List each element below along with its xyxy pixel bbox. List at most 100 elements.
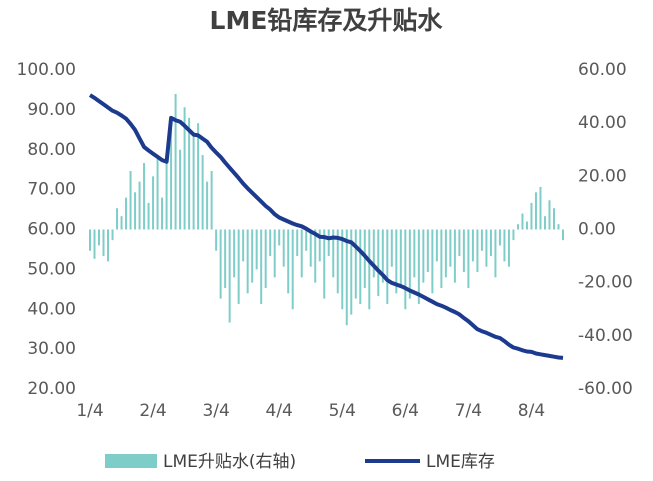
- bar: [134, 192, 137, 230]
- bar: [498, 229, 501, 246]
- bar: [111, 229, 114, 241]
- y-tick-label: 90.00: [27, 100, 76, 120]
- bar: [458, 229, 461, 257]
- y-tick-label: 50.00: [27, 259, 76, 279]
- bar: [273, 229, 276, 278]
- bar: [287, 229, 290, 294]
- bar: [476, 229, 479, 273]
- bar: [206, 181, 209, 230]
- bar: [516, 224, 519, 230]
- bar: [485, 229, 488, 267]
- bar: [305, 229, 308, 251]
- bar: [327, 229, 330, 257]
- bar: [242, 229, 245, 262]
- bar: [278, 229, 281, 246]
- bar: [372, 229, 375, 278]
- y-tick-label: 30.00: [27, 339, 76, 359]
- bar: [449, 229, 452, 267]
- bar: [138, 181, 141, 230]
- bar: [408, 229, 411, 299]
- bar: [161, 197, 164, 230]
- y2-tick-label: 20.00: [578, 166, 627, 186]
- bar: [548, 200, 551, 230]
- y2-tick-label: 0.00: [578, 220, 616, 240]
- bar: [422, 229, 425, 283]
- legend-label: LME库存: [426, 452, 495, 472]
- bar: [453, 229, 456, 283]
- bar: [503, 229, 506, 262]
- bar: [228, 229, 231, 323]
- y-tick-label: 80.00: [27, 140, 76, 160]
- bar: [323, 229, 326, 299]
- bar: [557, 224, 560, 230]
- x-tick-label: 7/4: [455, 401, 482, 421]
- bar: [350, 229, 353, 315]
- bar: [102, 229, 105, 257]
- bar: [507, 229, 510, 267]
- bar: [336, 229, 339, 294]
- bar: [390, 229, 393, 267]
- bar: [156, 155, 159, 230]
- bar: [444, 229, 447, 278]
- bar: [512, 229, 515, 241]
- bar: [237, 229, 240, 304]
- bar: [215, 229, 218, 251]
- line: [88, 93, 564, 360]
- bar: [318, 229, 321, 262]
- bar: [359, 229, 362, 304]
- x-tick-label: 5/4: [329, 401, 356, 421]
- bar: [201, 155, 204, 230]
- bar: [260, 229, 263, 304]
- bar: [462, 229, 465, 273]
- bar: [143, 163, 146, 230]
- bar: [404, 229, 407, 310]
- bar: [314, 229, 317, 283]
- bar: [489, 229, 492, 257]
- x-tick-label: 1/4: [76, 401, 103, 421]
- y2-tick-label: -20.00: [578, 273, 633, 293]
- bar: [368, 229, 371, 310]
- bar: [467, 229, 470, 288]
- bar: [210, 171, 213, 230]
- bar: [530, 202, 533, 230]
- bar: [192, 136, 195, 230]
- bar: [188, 117, 191, 230]
- bar: [246, 229, 249, 294]
- y2-tick-label: -60.00: [578, 379, 633, 399]
- bar: [197, 123, 200, 230]
- bar: [435, 229, 438, 262]
- bar: [300, 229, 303, 278]
- bar: [345, 229, 348, 326]
- bar: [282, 229, 285, 267]
- y-tick-label: 60.00: [27, 220, 76, 240]
- bar: [152, 176, 155, 230]
- bar: [170, 128, 173, 230]
- bar: [129, 171, 132, 230]
- y-tick-label: 100.00: [17, 60, 76, 80]
- y-tick-label: 20.00: [27, 379, 76, 399]
- y2-tick-label: -40.00: [578, 326, 633, 346]
- bar: [494, 229, 497, 278]
- bar: [480, 229, 483, 251]
- bar: [471, 229, 474, 262]
- bar: [107, 229, 110, 262]
- bar: [147, 202, 150, 230]
- bar: [539, 186, 542, 230]
- bar: [413, 229, 416, 278]
- bar: [264, 229, 267, 288]
- bar: [296, 229, 299, 257]
- bar: [98, 229, 101, 246]
- bar: [440, 229, 443, 288]
- bar: [521, 213, 524, 230]
- bar: [386, 229, 389, 304]
- bar: [183, 107, 186, 230]
- bar: [431, 229, 434, 294]
- x-tick-label: 3/4: [202, 401, 229, 421]
- legend-label: LME升贴水(右轴): [163, 452, 296, 472]
- bar: [354, 229, 357, 299]
- bar: [93, 229, 96, 259]
- bar: [219, 229, 222, 299]
- bar: [125, 197, 128, 230]
- bar: [179, 149, 182, 230]
